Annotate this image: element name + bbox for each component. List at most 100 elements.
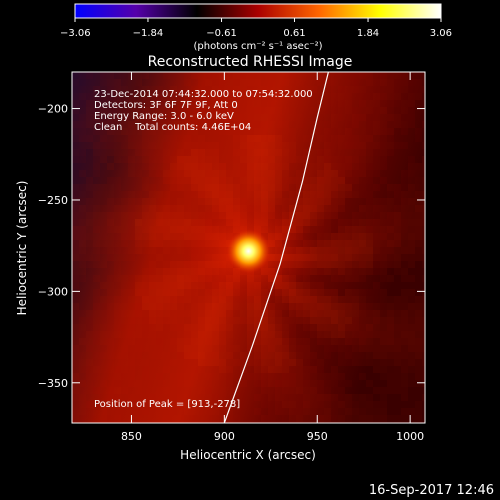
heatmap-cell <box>191 163 198 170</box>
heatmap-cell <box>324 163 331 170</box>
heatmap-cell <box>254 317 261 324</box>
heatmap-cell <box>373 93 380 100</box>
heatmap-cell <box>135 86 142 93</box>
heatmap-cell <box>170 205 177 212</box>
heatmap-cell <box>191 156 198 163</box>
heatmap-cell <box>149 170 156 177</box>
heatmap-cell <box>317 415 324 422</box>
heatmap-cell <box>163 128 170 135</box>
heatmap-cell <box>156 254 163 261</box>
heatmap-cell <box>247 121 254 128</box>
heatmap-cell <box>415 310 422 317</box>
heatmap-cell <box>254 373 261 380</box>
heatmap-cell <box>79 170 86 177</box>
heatmap-cell <box>422 380 425 387</box>
heatmap-cell <box>275 415 282 422</box>
heatmap-cell <box>338 219 345 226</box>
heatmap-cell <box>100 394 107 401</box>
heatmap-cell <box>352 247 359 254</box>
heatmap-cell <box>93 261 100 268</box>
heatmap-cell <box>268 72 275 79</box>
heatmap-cell <box>198 121 205 128</box>
heatmap-cell <box>268 121 275 128</box>
heatmap-cell <box>303 366 310 373</box>
heatmap-cell <box>170 142 177 149</box>
heatmap-cell <box>282 114 289 121</box>
heatmap-cell <box>100 100 107 107</box>
heatmap-cell <box>184 149 191 156</box>
heatmap-cell <box>219 352 226 359</box>
heatmap-cell <box>380 247 387 254</box>
heatmap-cell <box>415 303 422 310</box>
heatmap-cell <box>415 296 422 303</box>
heatmap-cell <box>121 205 128 212</box>
heatmap-cell <box>415 86 422 93</box>
heatmap-cell <box>205 72 212 79</box>
heatmap-cell <box>93 296 100 303</box>
heatmap-cell <box>198 352 205 359</box>
heatmap-cell <box>135 324 142 331</box>
heatmap-cell <box>422 352 425 359</box>
heatmap-cell <box>289 86 296 93</box>
heatmap-cell <box>415 128 422 135</box>
heatmap-cell <box>261 394 268 401</box>
heatmap-cell <box>317 254 324 261</box>
heatmap-cell <box>156 149 163 156</box>
heatmap-cell <box>387 338 394 345</box>
heatmap-cell <box>107 415 114 422</box>
heatmap-cell <box>373 310 380 317</box>
heatmap-cell <box>331 394 338 401</box>
heatmap-cell <box>156 408 163 415</box>
heatmap-cell <box>219 415 226 422</box>
heatmap-cell <box>198 114 205 121</box>
heatmap-cell <box>114 240 121 247</box>
heatmap-cell <box>282 387 289 394</box>
heatmap-cell <box>352 296 359 303</box>
heatmap-cell <box>93 149 100 156</box>
heatmap-cell <box>401 205 408 212</box>
heatmap-cell <box>79 114 86 121</box>
heatmap-cell <box>261 100 268 107</box>
heatmap-cell <box>184 289 191 296</box>
heatmap-cell <box>79 86 86 93</box>
heatmap-cell <box>408 247 415 254</box>
plot-frame <box>71 71 426 424</box>
heatmap-cell <box>163 317 170 324</box>
heatmap-cell <box>401 142 408 149</box>
heatmap-cell <box>72 219 79 226</box>
heatmap-cell <box>142 289 149 296</box>
heatmap-cell <box>401 373 408 380</box>
heatmap-cell <box>331 366 338 373</box>
heatmap-cell <box>212 324 219 331</box>
heatmap-cell <box>233 121 240 128</box>
heatmap-cell <box>219 373 226 380</box>
heatmap-cell <box>135 282 142 289</box>
heatmap-cell <box>331 415 338 422</box>
heatmap-cell <box>408 191 415 198</box>
heatmap-cell <box>422 219 425 226</box>
heatmap-cell <box>359 184 366 191</box>
heatmap-cell <box>387 331 394 338</box>
heatmap-cell <box>275 380 282 387</box>
heatmap-cell <box>219 387 226 394</box>
heatmap-cell <box>254 170 261 177</box>
heatmap-cell <box>394 191 401 198</box>
heatmap-cell <box>163 142 170 149</box>
heatmap-cell <box>86 114 93 121</box>
heatmap-cell <box>226 331 233 338</box>
heatmap-cell <box>100 191 107 198</box>
heatmap-cell <box>163 149 170 156</box>
heatmap-cell <box>380 212 387 219</box>
heatmap-cell <box>233 303 240 310</box>
heatmap-cell <box>415 219 422 226</box>
heatmap-cell <box>247 156 254 163</box>
heatmap-cell <box>247 345 254 352</box>
heatmap-cell <box>261 149 268 156</box>
heatmap-cell <box>233 163 240 170</box>
heatmap-cell <box>142 156 149 163</box>
x-tick-label: 900 <box>214 430 235 443</box>
heatmap-cell <box>121 310 128 317</box>
heatmap-cell <box>93 387 100 394</box>
heatmap-cell <box>121 296 128 303</box>
heatmap-cell <box>331 338 338 345</box>
